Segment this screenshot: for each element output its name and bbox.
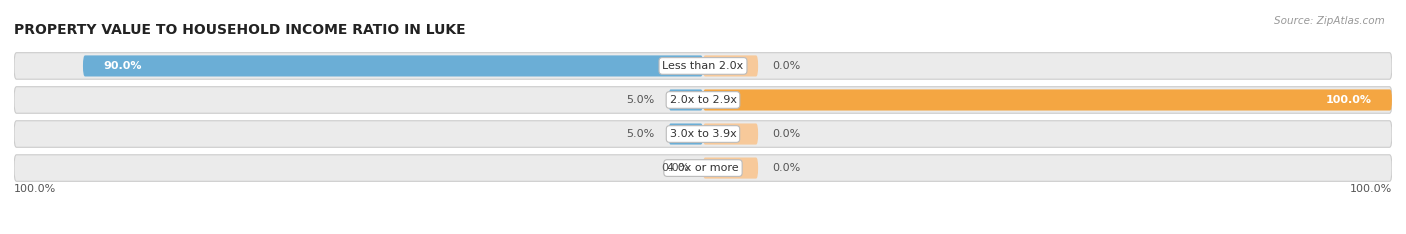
Text: 100.0%: 100.0% bbox=[1350, 184, 1392, 194]
FancyBboxPatch shape bbox=[14, 87, 1392, 113]
Text: 5.0%: 5.0% bbox=[627, 129, 655, 139]
Text: 100.0%: 100.0% bbox=[1326, 95, 1371, 105]
FancyBboxPatch shape bbox=[703, 157, 758, 179]
Text: 0.0%: 0.0% bbox=[772, 61, 800, 71]
Text: 2.0x to 2.9x: 2.0x to 2.9x bbox=[669, 95, 737, 105]
Text: 90.0%: 90.0% bbox=[104, 61, 142, 71]
Text: Less than 2.0x: Less than 2.0x bbox=[662, 61, 744, 71]
FancyBboxPatch shape bbox=[703, 124, 758, 145]
FancyBboxPatch shape bbox=[703, 55, 758, 77]
FancyBboxPatch shape bbox=[14, 53, 1392, 79]
FancyBboxPatch shape bbox=[669, 89, 703, 110]
FancyBboxPatch shape bbox=[14, 155, 1392, 181]
Text: Source: ZipAtlas.com: Source: ZipAtlas.com bbox=[1274, 16, 1385, 26]
Text: 0.0%: 0.0% bbox=[772, 129, 800, 139]
FancyBboxPatch shape bbox=[669, 124, 703, 145]
FancyBboxPatch shape bbox=[14, 121, 1392, 147]
Text: PROPERTY VALUE TO HOUSEHOLD INCOME RATIO IN LUKE: PROPERTY VALUE TO HOUSEHOLD INCOME RATIO… bbox=[14, 23, 465, 37]
Text: 4.0x or more: 4.0x or more bbox=[668, 163, 738, 173]
Text: 0.0%: 0.0% bbox=[661, 163, 689, 173]
FancyBboxPatch shape bbox=[703, 89, 1392, 110]
Text: 100.0%: 100.0% bbox=[14, 184, 56, 194]
Text: 5.0%: 5.0% bbox=[627, 95, 655, 105]
FancyBboxPatch shape bbox=[83, 55, 703, 77]
Text: 0.0%: 0.0% bbox=[772, 163, 800, 173]
Text: 3.0x to 3.9x: 3.0x to 3.9x bbox=[669, 129, 737, 139]
